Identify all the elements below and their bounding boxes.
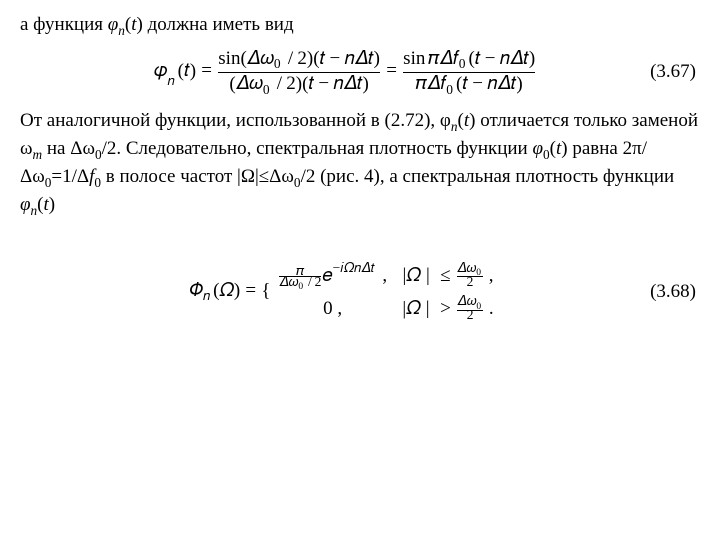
text: в полосе частот |Ω|≤Δω: [101, 166, 294, 187]
subscript-m: m: [33, 147, 43, 162]
text: /2 (рис. 4), а спектральная плотность фу…: [301, 166, 675, 187]
paragraph-explain: От аналогичной функции, использованной в…: [20, 108, 700, 219]
omega-symbol: ω: [20, 138, 33, 159]
phi-symbol: φ: [20, 194, 31, 215]
subscript-n: n: [118, 23, 125, 38]
text: на Δω: [42, 138, 95, 159]
phi-symbol: φ: [108, 14, 119, 35]
equation-number-3-68: (3.68): [650, 279, 700, 305]
subscript-0: 0: [543, 147, 550, 162]
text: а функция: [20, 14, 108, 35]
equation-3-68: Φn (Ω) = { π Δω0/2 e−iΩnΔt: [20, 259, 650, 323]
text: От аналогичной функции, использованной в…: [20, 110, 440, 131]
subscript-0: 0: [95, 147, 102, 162]
text: ) должна иметь вид: [137, 14, 294, 35]
phi-symbol: φ: [532, 138, 543, 159]
equation-3-68-row: Φn (Ω) = { π Δω0/2 e−iΩnΔt: [20, 259, 700, 323]
phi-symbol: φ: [440, 110, 451, 131]
equation-number-3-67: (3.67): [650, 59, 700, 85]
close-paren: ): [49, 194, 55, 215]
equation-3-67-row: φn (t) = sin ( Δω0/2 ) ( t−nΔt ) (: [20, 50, 700, 95]
paragraph-intro: а функция φn(t) должна иметь вид: [20, 12, 700, 40]
subscript-n: n: [451, 119, 458, 134]
subscript-0: 0: [294, 175, 301, 190]
text: =1/Δ: [51, 166, 89, 187]
equation-3-67: φn (t) = sin ( Δω0/2 ) ( t−nΔt ) (: [20, 50, 650, 95]
text: отличается только заменой: [475, 110, 698, 131]
text: /2. Следовательно, спектральная плотност…: [102, 138, 533, 159]
